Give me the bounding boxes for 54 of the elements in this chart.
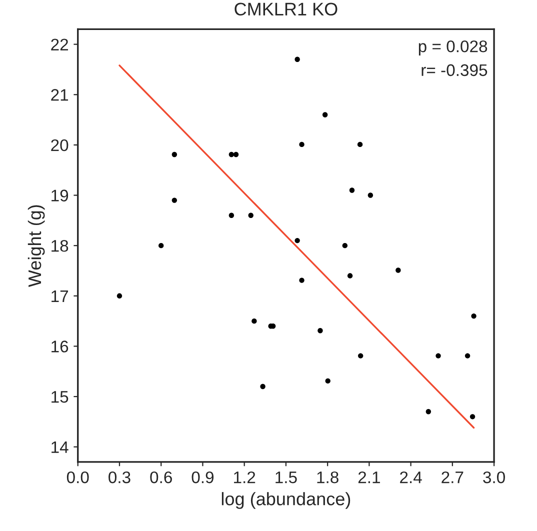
point [172, 152, 178, 158]
x-tick-label: 0.9 [192, 471, 214, 484]
point [347, 273, 353, 278]
y-tick-label: 14 [52, 441, 68, 453]
y-tick-label: 20 [51, 139, 68, 152]
point [260, 384, 266, 390]
point [158, 242, 164, 248]
y-axis-title: Weight (g) [28, 205, 45, 287]
point [349, 188, 355, 193]
x-tick-label: 2.1 [358, 471, 380, 484]
point [248, 212, 254, 218]
x-tick-label: 0.6 [150, 471, 172, 484]
point [233, 152, 239, 158]
point [436, 353, 441, 358]
x-tick-label: 0.0 [66, 471, 89, 484]
point [471, 313, 476, 319]
x-tick-label: 1.8 [317, 471, 338, 484]
y-tick-label: 19 [52, 190, 68, 202]
x-tick-label: 1.2 [234, 471, 256, 484]
point [322, 112, 328, 118]
annotation: p = 0.028 [418, 40, 488, 56]
y-tick-label: 15 [52, 391, 68, 403]
point [358, 353, 364, 358]
point [299, 278, 304, 283]
x-tick-label: 1.5 [276, 472, 297, 484]
point [228, 152, 234, 158]
annotation: r= -0.395 [422, 64, 488, 76]
chart-title: CMKLR1 KO [234, 2, 338, 16]
y-tick-label: 17 [52, 290, 68, 302]
point [172, 198, 178, 203]
point [318, 328, 323, 334]
y-tick-label: 22 [51, 38, 68, 50]
point [294, 238, 300, 244]
y-tick-label: 16 [52, 340, 68, 352]
point [228, 212, 234, 218]
point [116, 293, 122, 299]
point [325, 378, 330, 384]
point [426, 409, 432, 414]
x-tick-label: 0.3 [108, 471, 130, 484]
point [396, 268, 401, 273]
x-tick-label: 3.0 [483, 471, 505, 484]
x-axis-title: log (abundance) [222, 492, 350, 509]
y-tick-label: 21 [51, 89, 68, 101]
point [342, 242, 348, 248]
point [357, 142, 363, 148]
point [464, 353, 470, 358]
point [368, 192, 374, 198]
point [252, 318, 257, 324]
point [299, 142, 304, 148]
x-tick-label: 2.4 [400, 471, 422, 484]
x-tick-label: 2.7 [442, 471, 464, 484]
y-tick-label: 18 [52, 240, 68, 252]
point [294, 56, 300, 62]
point [470, 414, 476, 420]
